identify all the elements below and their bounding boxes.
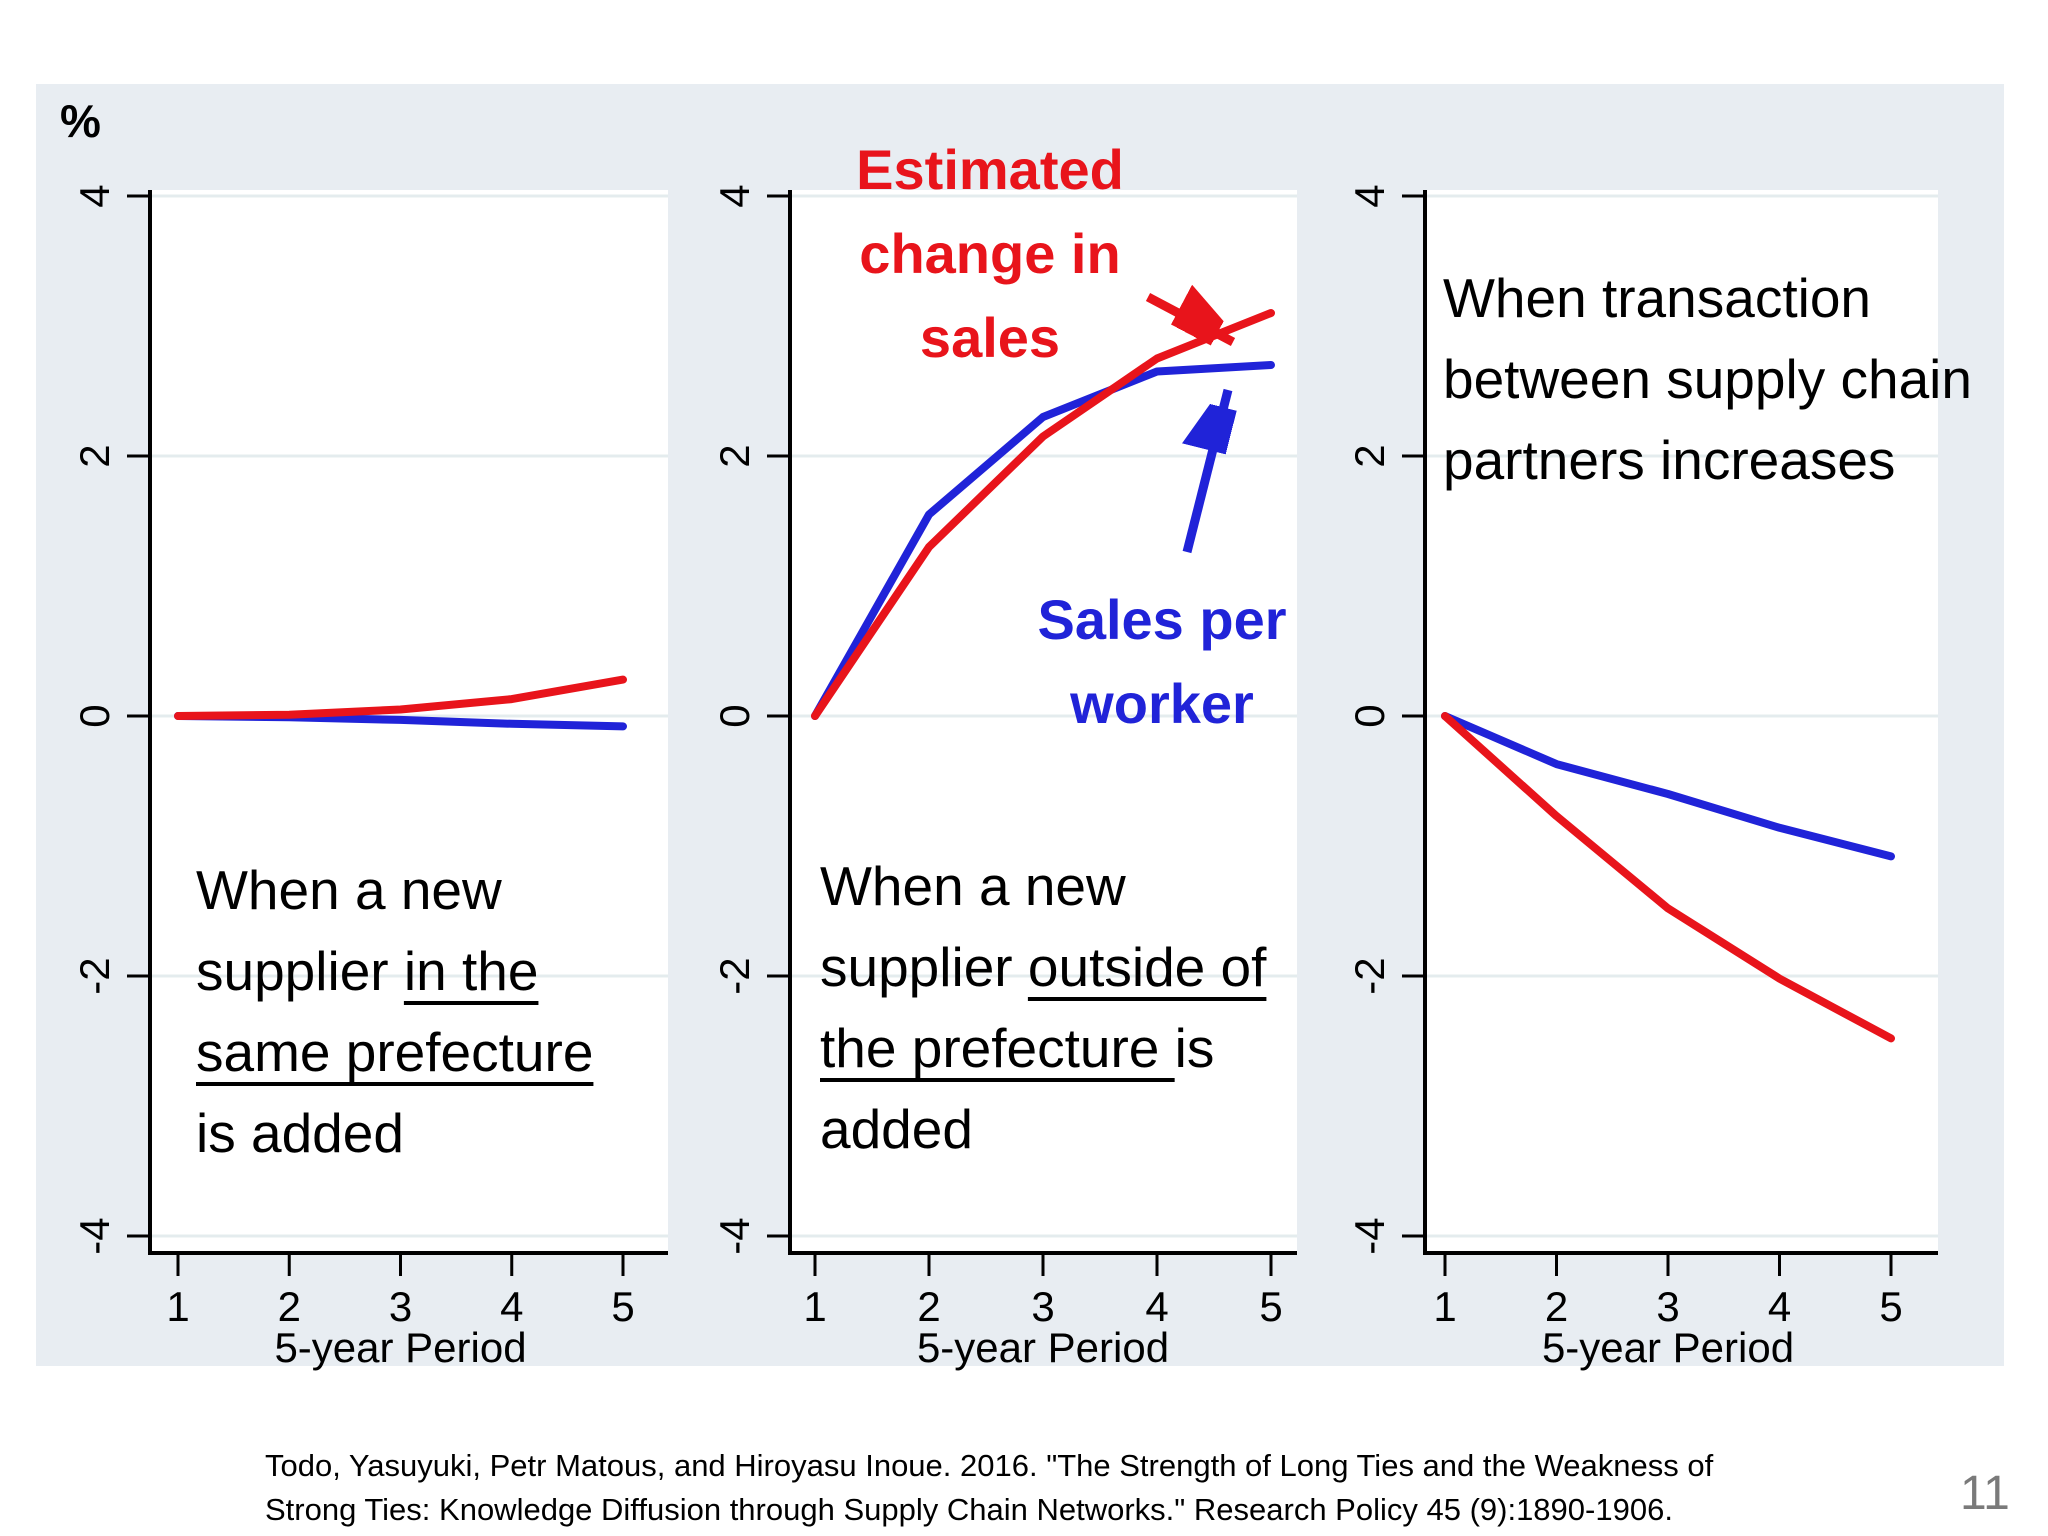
annotation-line: between supply chain (1443, 339, 1972, 420)
axis-lines (788, 190, 1297, 1255)
x-tick-label: 1 (166, 1283, 190, 1330)
annotation-segment: partners increases (1443, 429, 1896, 491)
panel-annotation: When transaction between supply chain part… (1443, 258, 1972, 501)
annotation-segment: When transaction (1443, 267, 1871, 329)
blue-callout-arrow (1187, 388, 1228, 554)
y-tick-label: 0 (71, 704, 118, 728)
x-tick-label: 5 (1879, 1283, 1903, 1330)
annotation-segment-underlined: in the (403, 940, 539, 1002)
annotation-segment: When a new (820, 855, 1126, 917)
x-tick-label: 2 (1544, 1283, 1569, 1330)
annotation-line: When a new (196, 850, 593, 931)
estimated-change-in-sales-label: Estimated change in sales (745, 128, 1235, 380)
estimated-change-in-sales-label-line: change in (859, 222, 1121, 285)
series-line-red (174, 675, 627, 720)
x-tick-label: 5 (611, 1283, 635, 1330)
x-tick-label: 1 (1433, 1283, 1457, 1330)
annotation-segment: between supply chain (1443, 348, 1972, 410)
y-tick-label: 4 (711, 184, 758, 208)
y-tick-label: -2 (711, 957, 758, 995)
red-callout-arrow (1145, 297, 1236, 346)
annotation-line: When a new (820, 846, 1266, 927)
y-tick-label: 4 (71, 184, 118, 208)
annotation-segment: When a new (196, 859, 502, 921)
annotation-line: same prefecture (196, 1012, 593, 1093)
annotation-segment: added (820, 1098, 973, 1160)
y-tick-label: 4 (1346, 184, 1393, 208)
plot-area (1425, 190, 1938, 1253)
x-axis-title: 5-year Period (274, 1324, 527, 1371)
annotation-line: supplier in the (196, 931, 593, 1012)
estimated-change-in-sales-label-line: Estimated (856, 138, 1124, 201)
series-line-blue (811, 361, 1275, 720)
annotation-segment-underlined: outside of (1027, 936, 1267, 998)
citation-line: Strong Ties: Knowledge Diffusion through… (265, 1492, 1673, 1527)
annotation-line: When transaction (1443, 258, 1972, 339)
x-tick-label: 2 (917, 1283, 941, 1330)
page-number: 11 (1960, 1467, 2010, 1520)
annotation-line: the prefecture is (820, 1008, 1266, 1089)
series-line-blue (1441, 712, 1895, 861)
x-tick-label: 4 (1145, 1283, 1169, 1330)
panel-annotation: When a new supplier in the same prefecture… (196, 850, 593, 1174)
annotation-line: added (820, 1089, 1266, 1170)
annotation-segment: supplier (196, 940, 404, 1002)
y-tick-label: -4 (711, 1217, 758, 1255)
x-tick-label: 1 (803, 1283, 827, 1330)
annotation-line: is added (196, 1093, 593, 1174)
x-tick-label: 3 (1031, 1283, 1055, 1330)
x-tick-label: 4 (1767, 1283, 1792, 1330)
y-tick-label: 2 (71, 444, 118, 468)
y-tick-label: 0 (1346, 704, 1393, 728)
panel-annotation: When a new supplier outside of the prefect… (820, 846, 1266, 1170)
annotation-segment-underlined: the prefecture (820, 1017, 1175, 1079)
y-tick-label: -2 (1346, 957, 1393, 995)
x-tick-label: 4 (500, 1283, 524, 1330)
axis-lines (148, 190, 668, 1255)
annotation-segment: is added (196, 1102, 404, 1164)
y-tick-label: 0 (711, 704, 758, 728)
annotation-segment-underlined: same prefecture (196, 1021, 594, 1083)
y-tick-label: -4 (1346, 1217, 1393, 1255)
citation: Todo, Yasuyuki, Petr Matous, and Hiroyas… (265, 1444, 1713, 1532)
citation-line: Todo, Yasuyuki, Petr Matous, and Hiroyas… (265, 1448, 1714, 1483)
y-tick-label: 2 (1346, 444, 1393, 468)
x-axis-title: 5-year Period (916, 1324, 1170, 1371)
x-tick-label: 3 (1656, 1283, 1680, 1330)
sales-per-worker-label-line: worker (1070, 672, 1254, 735)
y-tick-label: -4 (71, 1217, 118, 1255)
estimated-change-in-sales-label-line: sales (919, 306, 1061, 369)
annotation-segment: supplier (820, 936, 1028, 998)
x-axis-title: 5-year Period (1541, 1324, 1795, 1371)
x-tick-label: 2 (277, 1283, 301, 1330)
annotation-line: partners increases (1443, 420, 1972, 501)
sales-per-worker-label-line: Sales per (1037, 588, 1287, 651)
y-tick-label: 2 (711, 444, 758, 468)
series-line-red (1441, 712, 1895, 1043)
annotation-line: supplier outside of (820, 927, 1266, 1008)
sales-per-worker-label: Sales per worker (1012, 578, 1312, 746)
x-tick-label: 5 (1259, 1283, 1283, 1330)
axis-lines (1423, 190, 1938, 1255)
x-tick-label: 3 (388, 1283, 413, 1330)
annotation-segment: is (1174, 1017, 1215, 1079)
y-tick-label: -2 (71, 957, 118, 995)
y-axis-unit-label: % (60, 95, 101, 147)
